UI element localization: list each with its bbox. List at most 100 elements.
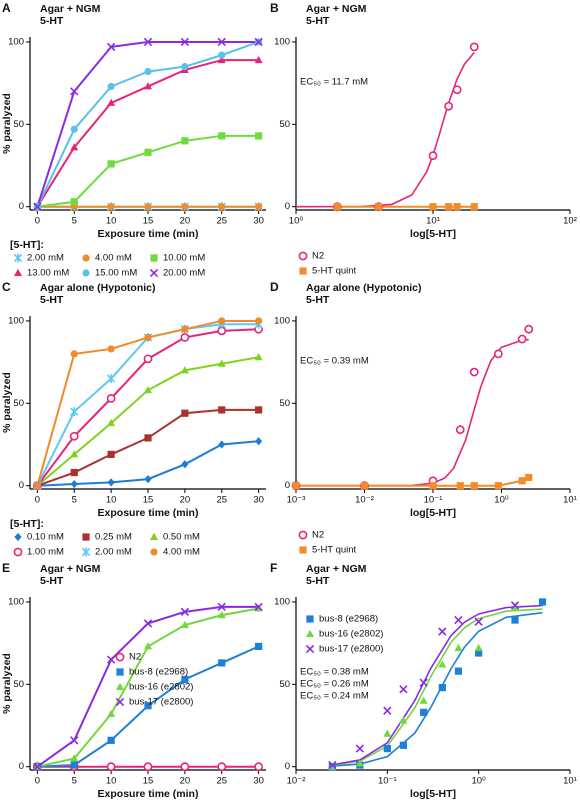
marker bbox=[419, 696, 428, 704]
marker bbox=[144, 702, 152, 710]
legend-marker bbox=[298, 530, 308, 540]
panel-label: B bbox=[270, 1, 279, 15]
marker bbox=[143, 354, 153, 364]
legend-label: 5-HT quint bbox=[312, 545, 357, 556]
legend-marker bbox=[150, 532, 158, 540]
marker bbox=[33, 202, 42, 211]
marker bbox=[181, 675, 189, 683]
x-tick-label: 30 bbox=[253, 776, 264, 787]
marker-stroke bbox=[33, 762, 42, 771]
marker-stroke bbox=[419, 678, 428, 687]
marker bbox=[420, 708, 428, 716]
marker bbox=[70, 407, 79, 416]
legend-label: 4.00 mM bbox=[95, 253, 132, 264]
marker bbox=[255, 406, 263, 414]
marker-stroke bbox=[217, 37, 226, 47]
chart-subtitle: 5-HT bbox=[40, 294, 64, 306]
y-tick-label: 100 bbox=[8, 36, 24, 47]
marker bbox=[218, 132, 226, 140]
x-axis-label: log[5-HT] bbox=[410, 228, 456, 240]
y-tick-label: 100 bbox=[274, 36, 290, 47]
y-tick-label: 50 bbox=[13, 119, 24, 130]
marker bbox=[144, 203, 152, 211]
marker bbox=[70, 450, 79, 458]
legend-marker bbox=[305, 644, 315, 654]
x-axis-label: log[5-HT] bbox=[410, 507, 456, 519]
panel-label: C bbox=[2, 280, 11, 294]
marker bbox=[181, 203, 189, 211]
x-tick-label: 10¹ bbox=[426, 216, 440, 227]
marker bbox=[70, 479, 78, 489]
marker bbox=[254, 762, 264, 772]
marker bbox=[383, 744, 391, 753]
legend-label: 4.00 mM bbox=[163, 547, 200, 558]
marker bbox=[292, 482, 300, 490]
marker-stroke bbox=[143, 619, 153, 628]
series-line bbox=[332, 604, 543, 766]
legend-marker bbox=[13, 547, 23, 557]
marker bbox=[107, 345, 115, 353]
series-line bbox=[36, 356, 259, 487]
marker bbox=[254, 352, 263, 361]
x-tick-label: 10⁰ bbox=[471, 776, 486, 787]
legend-marker bbox=[81, 547, 91, 557]
x-tick-label: 25 bbox=[216, 776, 227, 787]
marker bbox=[218, 203, 226, 211]
marker bbox=[517, 334, 527, 344]
y-axis-label: % paralyzed bbox=[1, 93, 13, 154]
series-line bbox=[36, 328, 259, 487]
marker bbox=[144, 148, 152, 156]
marker bbox=[438, 627, 447, 636]
marker bbox=[438, 684, 446, 692]
series-line bbox=[36, 59, 259, 208]
marker bbox=[181, 325, 189, 333]
marker bbox=[107, 98, 116, 106]
marker bbox=[70, 468, 78, 477]
legend-marker bbox=[306, 629, 314, 637]
legend-label: bus-16 (e2802) bbox=[129, 682, 193, 693]
x-tick-label: 10 bbox=[106, 216, 117, 227]
y-tick-label: 100 bbox=[8, 596, 24, 607]
chart-title: Agar + NGM bbox=[40, 3, 101, 15]
legend-label: 2.00 mM bbox=[95, 547, 132, 558]
marker-stroke bbox=[33, 202, 42, 211]
marker bbox=[69, 431, 79, 441]
marker bbox=[106, 393, 116, 403]
y-tick-label: 50 bbox=[279, 398, 290, 409]
series-line bbox=[36, 323, 259, 487]
marker bbox=[70, 736, 79, 745]
marker bbox=[144, 642, 152, 650]
marker bbox=[181, 460, 189, 469]
x-tick-label: 15 bbox=[143, 216, 154, 227]
marker bbox=[470, 203, 478, 211]
marker bbox=[218, 440, 226, 449]
marker bbox=[70, 125, 78, 133]
x-axis-label: log[5-HT] bbox=[410, 788, 456, 800]
marker bbox=[217, 610, 226, 619]
marker bbox=[107, 478, 115, 487]
legend-label: 0.25 mM bbox=[95, 532, 132, 543]
marker bbox=[374, 203, 383, 211]
x-tick-label: 20 bbox=[180, 776, 191, 787]
chart-subtitle: 5-HT bbox=[306, 575, 330, 587]
x-tick-label: 0 bbox=[35, 216, 40, 227]
marker bbox=[107, 82, 115, 91]
marker bbox=[218, 406, 226, 414]
marker bbox=[438, 660, 447, 668]
x-tick-label: 10⁻² bbox=[355, 495, 374, 506]
marker bbox=[525, 473, 533, 482]
x-tick-label: 10⁻³ bbox=[287, 495, 306, 506]
chart-title: Agar alone (Hypotonic) bbox=[40, 282, 156, 294]
legend-marker bbox=[14, 268, 22, 276]
y-tick-label: 0 bbox=[19, 201, 24, 212]
marker bbox=[217, 762, 227, 772]
marker bbox=[106, 374, 116, 384]
marker-stroke bbox=[180, 607, 190, 616]
legend-label: 13.00 mM bbox=[27, 268, 69, 279]
marker-stroke bbox=[143, 37, 153, 47]
series-line bbox=[332, 608, 543, 767]
marker bbox=[474, 643, 483, 652]
marker bbox=[454, 615, 463, 625]
legend-label: 15.00 mM bbox=[95, 268, 137, 279]
marker-stroke bbox=[70, 736, 79, 745]
